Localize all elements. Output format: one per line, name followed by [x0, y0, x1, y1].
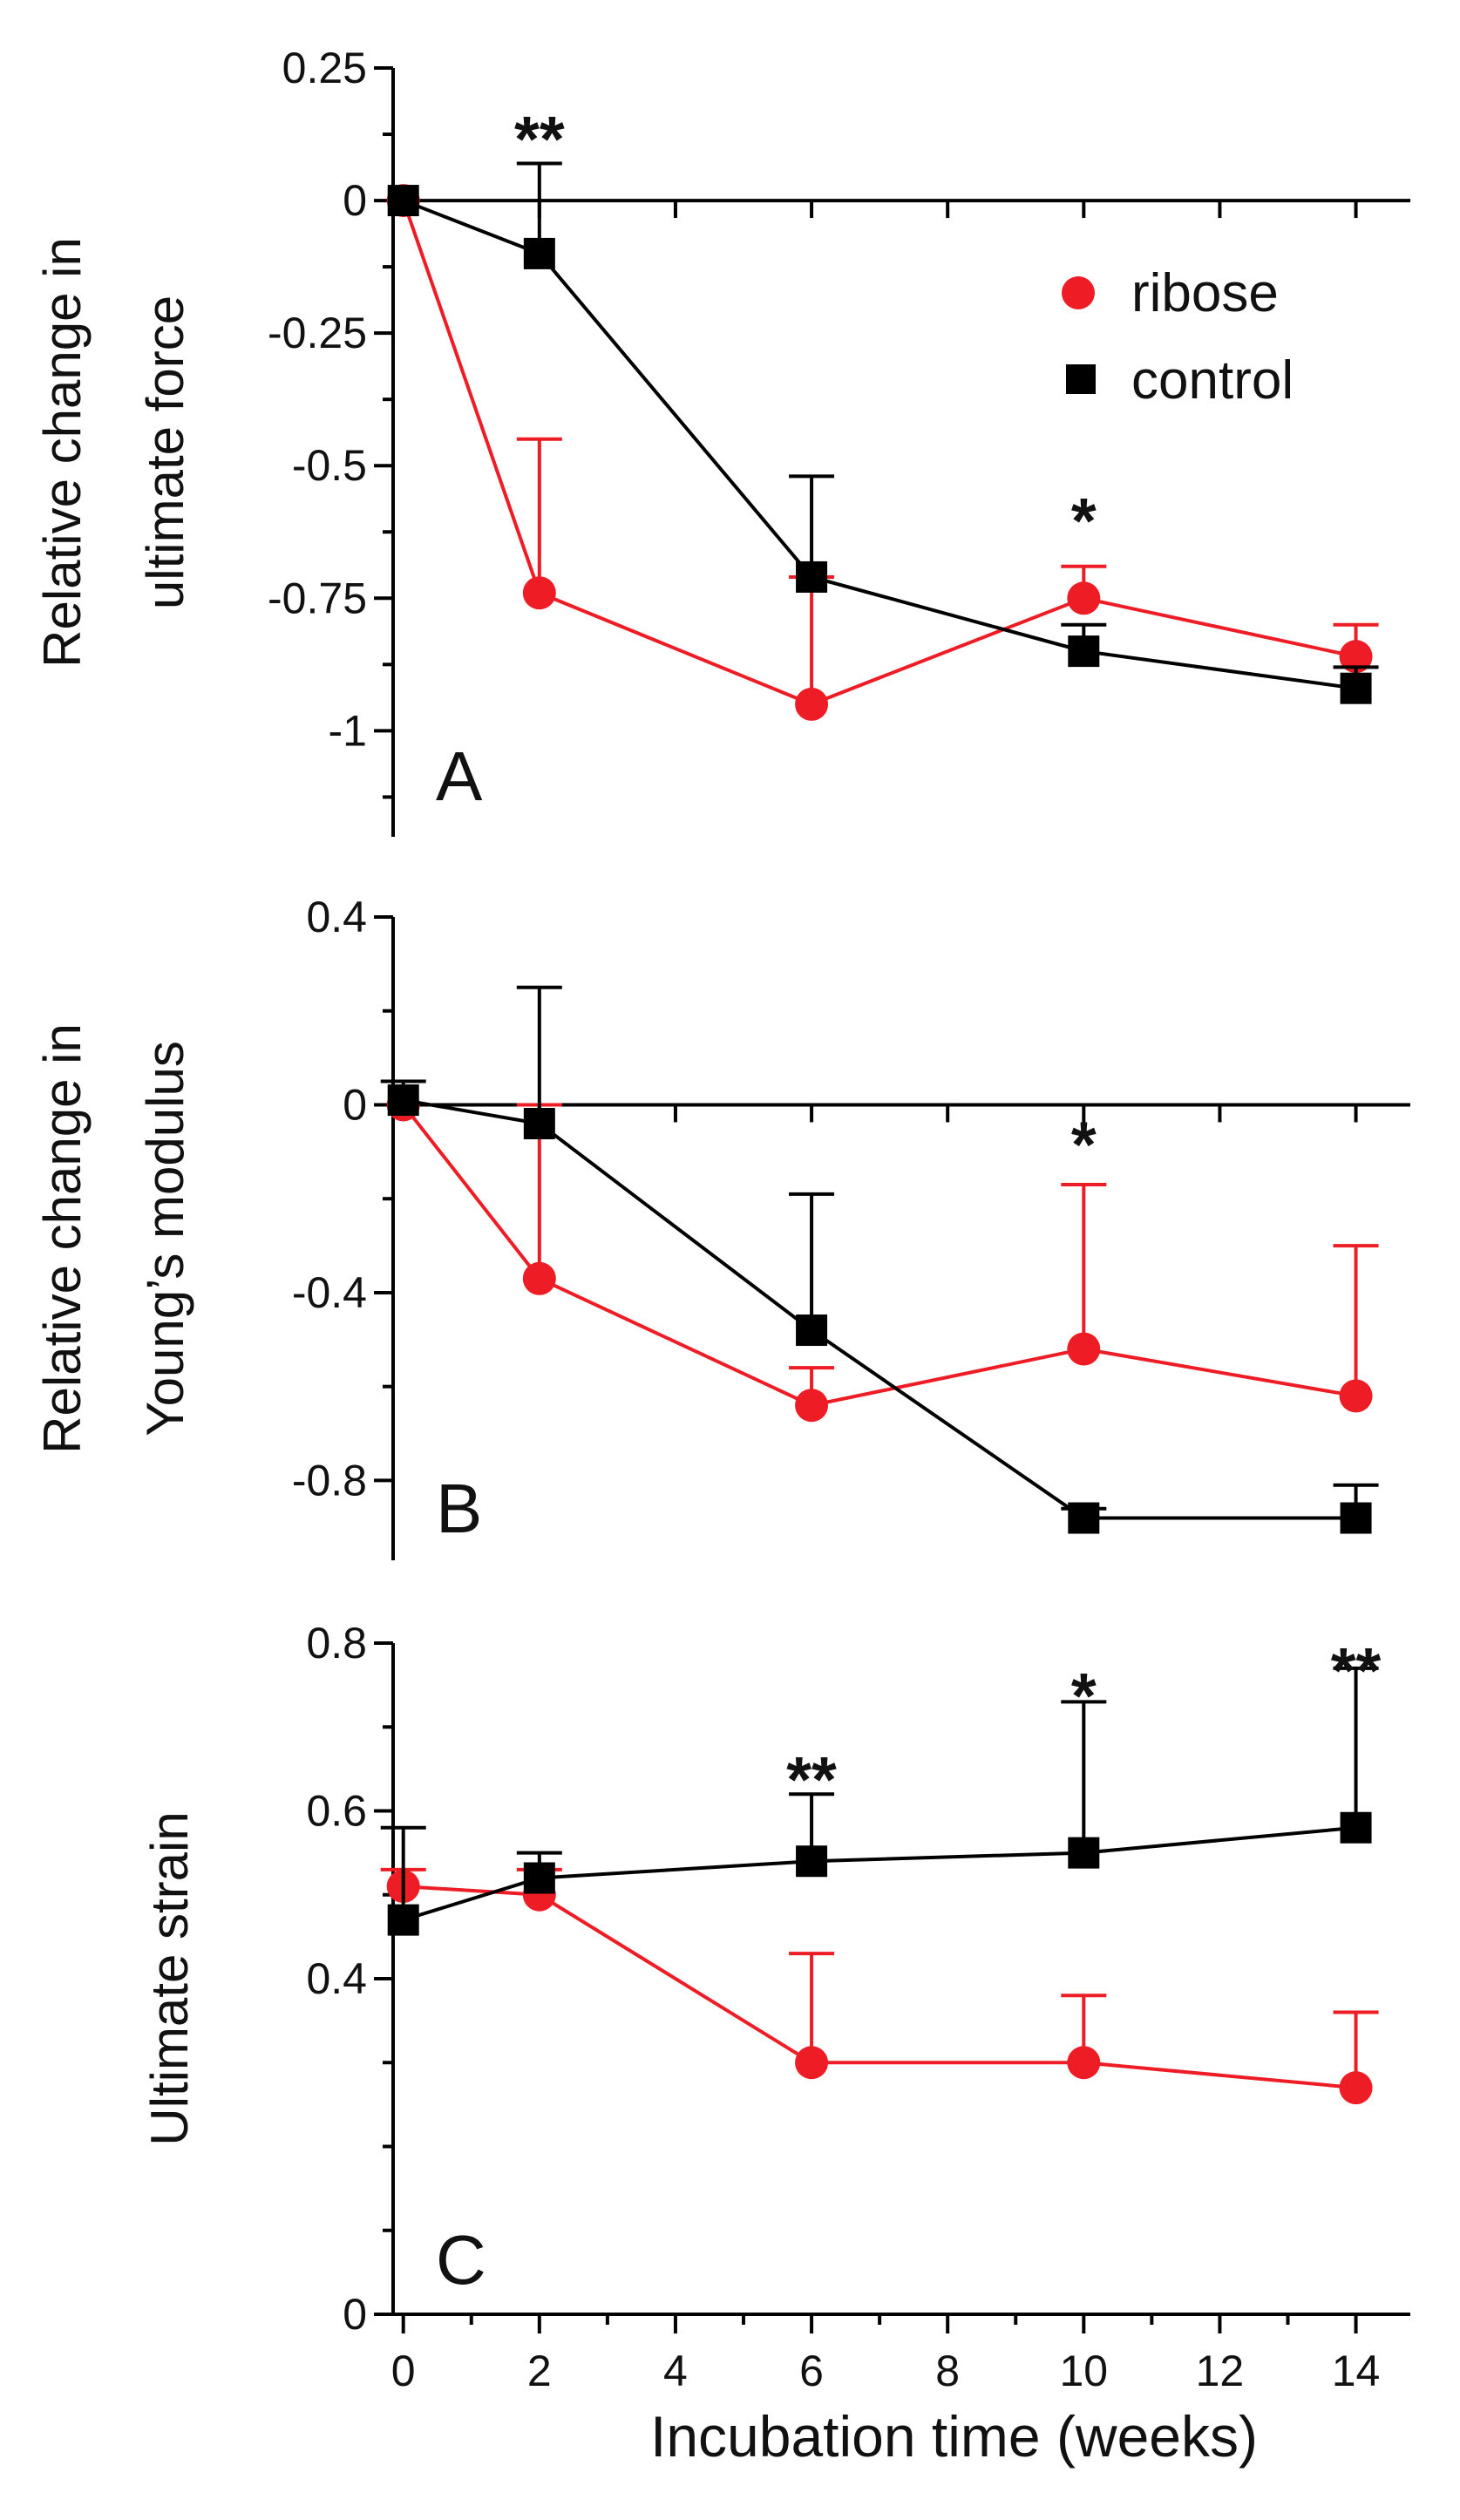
panel-a-significance-marker: **: [514, 103, 565, 175]
x-axis-label: Incubation time (weeks): [650, 2404, 1258, 2469]
x-tick-label: 2: [527, 2347, 552, 2395]
panel-a-letter: A: [436, 737, 483, 815]
x-tick-label: 0: [391, 2347, 416, 2395]
legend-ribose-label: ribose: [1131, 263, 1279, 323]
panel-c-y-tick-label: 0.4: [306, 1954, 367, 2003]
legend-control-marker: [1066, 364, 1096, 394]
panel-c-significance-marker: **: [1331, 1634, 1382, 1707]
x-tick-label: 12: [1196, 2347, 1245, 2395]
panel-b-y-tick-label: 0: [343, 1080, 367, 1129]
panel-a-control-point: [387, 185, 419, 217]
panel-c-control-point: [523, 1862, 555, 1894]
x-tick-label: 8: [935, 2347, 960, 2395]
panel-a-significance-marker: *: [1071, 485, 1097, 557]
panel-a-y-tick-label: 0.25: [282, 44, 367, 92]
panel-c-control-point: [1340, 1811, 1372, 1844]
panel-b-control-line: [403, 1098, 1356, 1520]
legend-ribose-marker: [1062, 276, 1095, 309]
x-tick-label: 10: [1059, 2347, 1108, 2395]
x-axis-group: 0 2 4 6 8 10 12 14 Incubation time (weeks): [391, 2313, 1410, 2469]
panel-a-ribose-point: [1339, 640, 1373, 674]
panel-a-ylabel-line1: Relative change in: [33, 237, 92, 668]
panel-c-ylabel-line1: Ultimate strain: [140, 1811, 199, 2145]
legend-control-label: control: [1131, 350, 1294, 411]
panel-b: 0.4 0 -0.4 -0.8 Relative change in Young’s mo…: [33, 893, 1410, 1560]
panel-b-y-tick-label: 0.4: [306, 893, 367, 941]
panel-c-control-point: [1068, 1837, 1100, 1869]
panel-a-y-tick-label: -0.75: [268, 574, 367, 622]
panel-b-control-point: [1068, 1502, 1100, 1534]
panel-b-ylabel-line1: Relative change in: [33, 1023, 92, 1454]
panel-a-ribose-point: [1067, 581, 1101, 615]
x-tick-label: 4: [663, 2347, 688, 2395]
panel-b-y-tick-label: -0.4: [292, 1268, 367, 1317]
panel-c-control-point: [796, 1845, 828, 1878]
panel-a-y-tick-label: -1: [329, 706, 367, 755]
panel-a: 0.25 0 -0.25 -0.5 -0.75 -1 Relative change in u…: [33, 44, 1410, 837]
panel-a-ribose-point: [522, 576, 556, 610]
panel-c-significance-marker: *: [1071, 1660, 1097, 1732]
panel-c-ribose-point: [1067, 2046, 1101, 2080]
panel-c-y-tick-label: 0: [343, 2290, 367, 2339]
panel-c-letter: C: [436, 2221, 486, 2299]
panel-b-letter: B: [436, 1470, 482, 1547]
panel-a-control-point: [796, 560, 828, 593]
panel-c-ribose-line: [403, 1885, 1356, 2090]
x-tick-label: 14: [1332, 2347, 1381, 2395]
panel-b-significance-marker: *: [1071, 1109, 1097, 1181]
panel-a-ylabel-line2: ultimate force: [136, 295, 194, 609]
panel-c-ribose-point: [1339, 2071, 1373, 2105]
panel-b-ribose-point: [795, 1389, 829, 1423]
panel-c-significance-marker: **: [786, 1743, 837, 1816]
panel-c-control-point: [387, 1904, 419, 1936]
panel-a-control-point: [1340, 672, 1372, 704]
panel-b-ylabel-line2: Young’s modulus: [136, 1041, 194, 1437]
panel-a-y-tick-label: 0: [343, 176, 367, 225]
panel-b-ribose-point: [1067, 1332, 1101, 1366]
panel-a-y-tick-label: -0.5: [292, 441, 367, 490]
panel-b-control-point: [523, 1108, 555, 1140]
panel-c-y-tick-label: 0.8: [306, 1619, 367, 1668]
panel-a-y-tick-label: -0.25: [268, 309, 367, 357]
panel-b-ribose-point: [522, 1261, 556, 1295]
panel-a-ribose-point: [795, 687, 829, 721]
panel-c-ribose-point: [795, 2046, 829, 2080]
legend: ribose control: [1062, 263, 1294, 411]
panel-b-control-point: [796, 1314, 828, 1347]
panel-b-y-tick-label: -0.8: [292, 1456, 367, 1505]
panel-b-ribose-line: [402, 1104, 1356, 1408]
panel-b-control-point: [387, 1084, 419, 1117]
x-tick-label: 6: [799, 2347, 824, 2395]
panel-b-control-point: [1340, 1502, 1372, 1534]
panel-a-control-point: [523, 237, 555, 269]
panel-c-y-tick-label: 0.6: [306, 1787, 367, 1836]
panel-b-ribose-point: [1339, 1379, 1373, 1413]
panel-a-control-point: [1068, 635, 1100, 668]
